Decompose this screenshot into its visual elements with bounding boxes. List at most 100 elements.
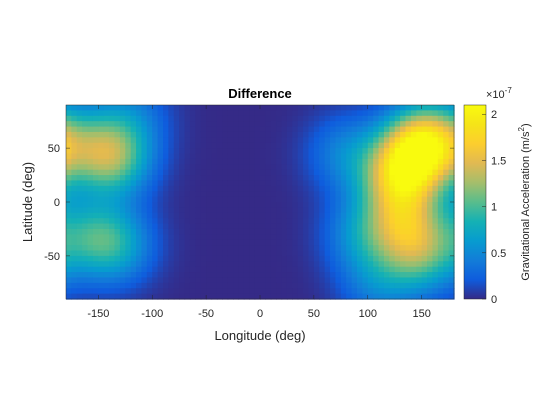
heatmap-cell	[378, 234, 385, 241]
heatmap-cell	[286, 250, 293, 257]
heatmap-cell	[448, 218, 455, 225]
heatmap-cell	[335, 148, 342, 155]
heatmap-cell	[109, 110, 116, 117]
heatmap-cell	[303, 207, 310, 214]
heatmap-cell	[281, 121, 288, 128]
heatmap-cell	[189, 175, 196, 182]
heatmap-cell	[276, 153, 283, 160]
heatmap-cell	[125, 180, 132, 187]
heatmap-cell	[432, 202, 439, 208]
heatmap-cell	[292, 282, 299, 289]
heatmap-cell	[82, 282, 89, 289]
heatmap-cell	[324, 148, 331, 155]
heatmap-cell	[103, 245, 110, 252]
heatmap-cell	[405, 261, 412, 268]
heatmap-cell	[71, 169, 78, 176]
heatmap-cell	[308, 293, 315, 300]
heatmap-cell	[233, 137, 240, 144]
heatmap-cell	[265, 288, 272, 295]
heatmap-cell	[233, 255, 240, 262]
colorbar-tick-label: 1.5	[491, 155, 506, 167]
heatmap-cell	[184, 272, 191, 279]
heatmap-cell	[168, 239, 175, 246]
heatmap-cell	[130, 153, 137, 160]
heatmap-cell	[114, 266, 121, 273]
heatmap-cell	[373, 115, 380, 122]
heatmap-cell	[222, 153, 229, 160]
heatmap-cell	[119, 288, 126, 295]
heatmap-cell	[378, 282, 385, 289]
heatmap-cell	[152, 191, 159, 198]
heatmap-cell	[195, 239, 202, 246]
heatmap-cell	[367, 245, 374, 252]
heatmap-cell	[200, 169, 207, 176]
heatmap-cell	[443, 126, 450, 133]
heatmap-cell	[157, 266, 164, 273]
heatmap-cell	[130, 277, 137, 284]
heatmap-cell	[211, 218, 218, 225]
heatmap-cell	[119, 272, 126, 279]
heatmap-cell	[378, 228, 385, 235]
heatmap-cell	[195, 158, 202, 165]
heatmap-cell	[351, 293, 358, 300]
heatmap-cell	[254, 180, 261, 187]
heatmap-cell	[400, 110, 407, 117]
heatmap-cell	[292, 207, 299, 214]
heatmap-cell	[427, 164, 434, 171]
heatmap-cell	[324, 121, 331, 128]
heatmap-cell	[211, 137, 218, 144]
heatmap-cell	[378, 164, 385, 171]
heatmap-cell	[249, 180, 256, 187]
heatmap-cell	[410, 272, 417, 279]
heatmap-cell	[249, 272, 256, 279]
heatmap-cell	[427, 148, 434, 155]
heatmap-cell	[200, 266, 207, 273]
heatmap-cell	[265, 202, 272, 208]
heatmap-cell	[200, 212, 207, 219]
heatmap-cell	[324, 175, 331, 182]
heatmap-cell	[443, 175, 450, 182]
heatmap-cell	[443, 261, 450, 268]
heatmap-cell	[222, 196, 229, 203]
heatmap-cell	[233, 105, 240, 111]
heatmap-cell	[130, 288, 137, 295]
heatmap-cell	[200, 105, 207, 111]
heatmap-cell	[233, 223, 240, 230]
heatmap-cell	[330, 196, 337, 203]
heatmap-cell	[313, 202, 320, 208]
heatmap-cell	[141, 121, 148, 128]
heatmap-cell	[168, 212, 175, 219]
heatmap-cell	[168, 202, 175, 208]
heatmap-cell	[125, 234, 132, 241]
heatmap-cell	[200, 207, 207, 214]
heatmap-cell	[103, 223, 110, 230]
heatmap-cell	[87, 228, 94, 235]
heatmap-cell	[179, 180, 186, 187]
heatmap-cell	[82, 234, 89, 241]
heatmap-cell	[103, 126, 110, 133]
heatmap-cell	[270, 277, 277, 284]
heatmap-cell	[173, 137, 180, 144]
heatmap-cell	[168, 110, 175, 117]
heatmap-cell	[200, 110, 207, 117]
heatmap-cell	[189, 245, 196, 252]
heatmap-cell	[249, 131, 256, 138]
heatmap-cell	[330, 121, 337, 128]
heatmap-cell	[146, 207, 153, 214]
heatmap-cell	[243, 185, 250, 192]
heatmap-cell	[71, 255, 78, 262]
heatmap-cell	[211, 293, 218, 300]
heatmap-cell	[141, 255, 148, 262]
heatmap-cell	[378, 180, 385, 187]
heatmap-cell	[394, 158, 401, 165]
heatmap-cell	[367, 266, 374, 273]
heatmap-cell	[254, 137, 261, 144]
heatmap-cell	[216, 288, 223, 295]
heatmap-cell	[211, 148, 218, 155]
heatmap-cell	[125, 121, 132, 128]
heatmap-cell	[76, 228, 83, 235]
heatmap-cell	[76, 288, 83, 295]
heatmap-cell	[92, 126, 99, 133]
heatmap-cell	[152, 223, 159, 230]
heatmap-cell	[179, 126, 186, 133]
